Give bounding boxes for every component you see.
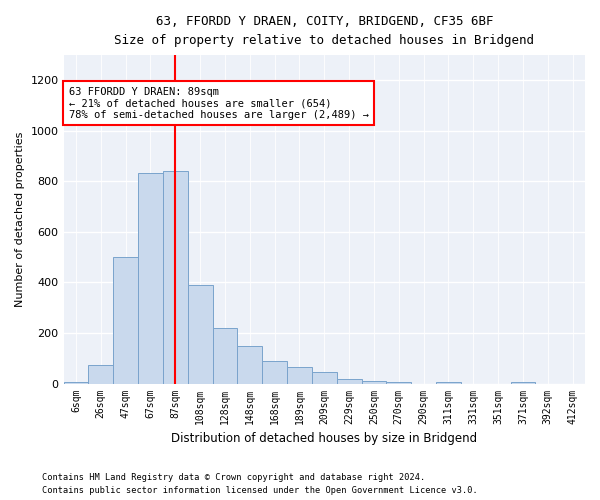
Bar [511, 382, 535, 384]
Bar [312, 372, 337, 384]
Bar [287, 367, 312, 384]
Y-axis label: Number of detached properties: Number of detached properties [15, 132, 25, 307]
Bar [138, 172, 163, 384]
Bar [262, 361, 287, 384]
Bar [337, 378, 362, 384]
Text: Contains HM Land Registry data © Crown copyright and database right 2024.
Contai: Contains HM Land Registry data © Crown c… [42, 474, 478, 495]
Bar [386, 382, 411, 384]
Bar [163, 172, 188, 384]
Bar [436, 382, 461, 384]
Title: 63, FFORDD Y DRAEN, COITY, BRIDGEND, CF35 6BF
Size of property relative to detac: 63, FFORDD Y DRAEN, COITY, BRIDGEND, CF3… [114, 15, 534, 47]
X-axis label: Distribution of detached houses by size in Bridgend: Distribution of detached houses by size … [171, 432, 478, 445]
Bar [113, 257, 138, 384]
Bar [212, 328, 238, 384]
Bar [362, 381, 386, 384]
Bar [88, 364, 113, 384]
Bar [188, 285, 212, 384]
Bar [238, 346, 262, 384]
Bar [64, 382, 88, 384]
Text: 63 FFORDD Y DRAEN: 89sqm
← 21% of detached houses are smaller (654)
78% of semi-: 63 FFORDD Y DRAEN: 89sqm ← 21% of detach… [68, 86, 368, 120]
